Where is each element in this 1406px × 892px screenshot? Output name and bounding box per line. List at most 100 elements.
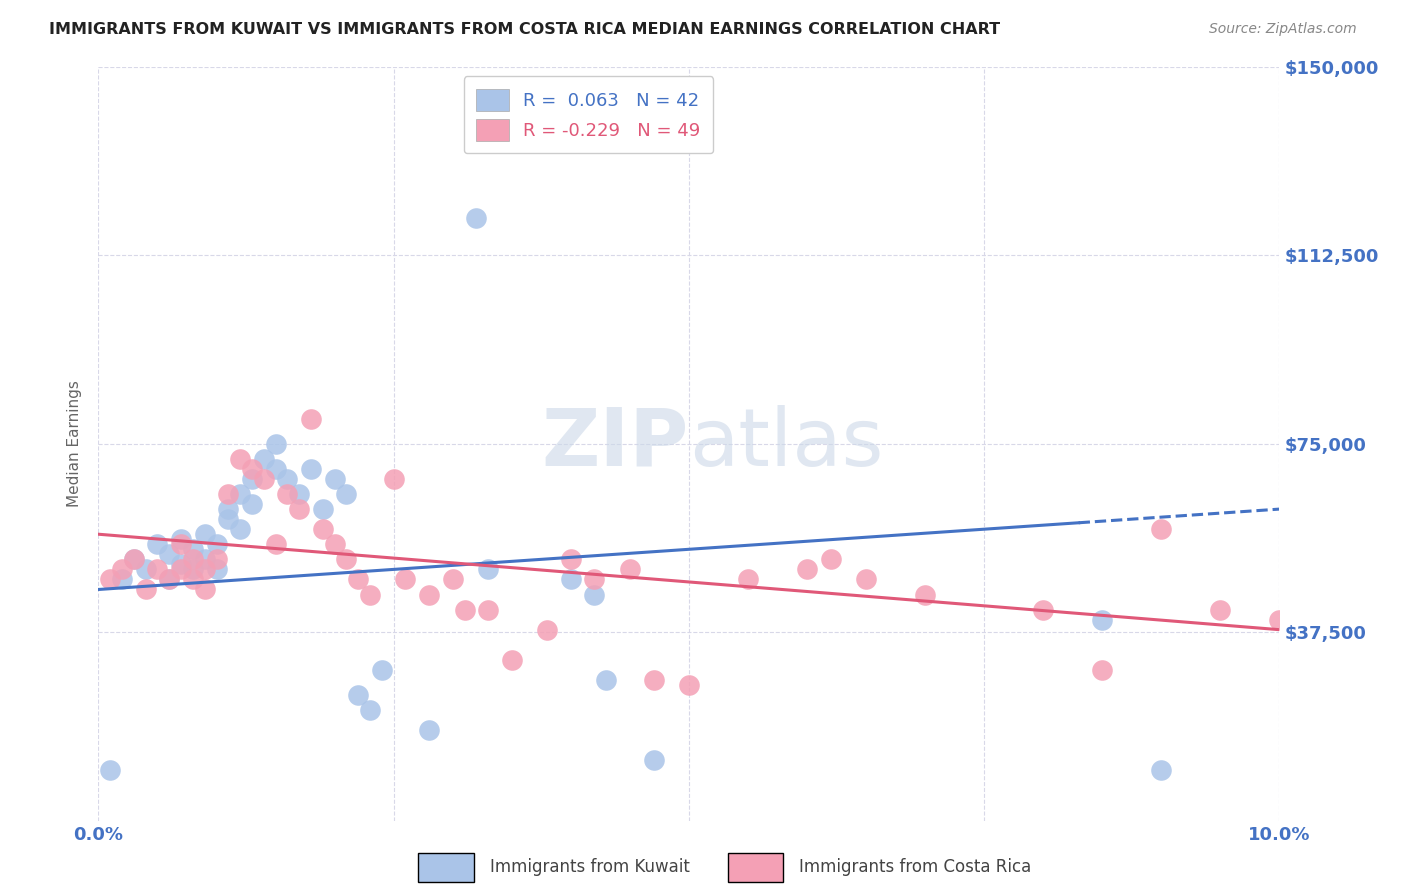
Point <box>477 602 499 616</box>
Point <box>229 487 252 501</box>
Point <box>465 211 488 225</box>
Text: ZIP: ZIP <box>541 405 689 483</box>
Text: IMMIGRANTS FROM KUWAIT VS IMMIGRANTS FROM COSTA RICA MEDIAN EARNINGS CORRELATION: IMMIGRANTS FROM KUWAIT VS IMMIGRANTS FRO… <box>49 22 1000 37</box>
Point <box>855 573 877 587</box>
Point <box>98 764 121 778</box>
Point <box>135 582 157 597</box>
FancyBboxPatch shape <box>419 854 474 881</box>
Point <box>914 588 936 602</box>
Point <box>347 573 370 587</box>
Point <box>323 472 346 486</box>
Point <box>276 472 298 486</box>
Text: atlas: atlas <box>689 405 883 483</box>
Point <box>418 588 440 602</box>
Point <box>678 678 700 692</box>
Point <box>181 542 204 557</box>
Point <box>122 552 145 566</box>
Point <box>643 673 665 687</box>
Point <box>217 512 239 526</box>
Point <box>264 537 287 551</box>
Point <box>264 437 287 451</box>
Point <box>170 558 193 572</box>
Point <box>240 462 263 476</box>
Point <box>312 502 335 516</box>
Point <box>194 527 217 541</box>
Point <box>536 623 558 637</box>
Point <box>1091 613 1114 627</box>
Point <box>1268 613 1291 627</box>
Point <box>205 537 228 551</box>
Text: Immigrants from Costa Rica: Immigrants from Costa Rica <box>799 858 1031 877</box>
Point <box>371 663 394 677</box>
Point <box>170 537 193 551</box>
Point <box>157 573 180 587</box>
Point <box>560 552 582 566</box>
Point <box>157 573 180 587</box>
Point <box>347 688 370 702</box>
Point <box>217 502 239 516</box>
Point <box>229 451 252 466</box>
Point <box>1209 602 1232 616</box>
Point <box>264 462 287 476</box>
Point <box>453 602 475 616</box>
Point <box>288 502 311 516</box>
Point <box>170 533 193 547</box>
Point <box>394 573 416 587</box>
Point <box>240 472 263 486</box>
Point <box>288 487 311 501</box>
Point <box>253 451 276 466</box>
Point <box>253 472 276 486</box>
Point <box>501 653 523 667</box>
Point <box>477 562 499 576</box>
Point <box>335 487 357 501</box>
Point <box>335 552 357 566</box>
Point <box>217 487 239 501</box>
Point <box>359 588 381 602</box>
FancyBboxPatch shape <box>728 854 783 881</box>
Point <box>146 537 169 551</box>
Point <box>276 487 298 501</box>
Point <box>135 562 157 576</box>
Point <box>157 547 180 561</box>
Point <box>299 411 322 425</box>
Point <box>170 562 193 576</box>
Point <box>111 573 134 587</box>
Point <box>323 537 346 551</box>
Point <box>359 703 381 717</box>
Point <box>1150 522 1173 536</box>
Point <box>146 562 169 576</box>
Point <box>1091 663 1114 677</box>
Legend: R =  0.063   N = 42, R = -0.229   N = 49: R = 0.063 N = 42, R = -0.229 N = 49 <box>464 76 713 153</box>
Y-axis label: Median Earnings: Median Earnings <box>67 380 83 508</box>
Point <box>560 573 582 587</box>
Point <box>441 573 464 587</box>
Point <box>98 573 121 587</box>
Point <box>299 462 322 476</box>
Point <box>418 723 440 738</box>
Point <box>737 573 759 587</box>
Point <box>111 562 134 576</box>
Point <box>181 562 204 576</box>
Point <box>1032 602 1054 616</box>
Text: Immigrants from Kuwait: Immigrants from Kuwait <box>489 858 689 877</box>
Point <box>194 552 217 566</box>
Point <box>181 573 204 587</box>
Point <box>595 673 617 687</box>
Point <box>240 497 263 511</box>
Point <box>796 562 818 576</box>
Point <box>194 582 217 597</box>
Point <box>583 573 606 587</box>
Point <box>181 552 204 566</box>
Point <box>194 562 217 576</box>
Text: Source: ZipAtlas.com: Source: ZipAtlas.com <box>1209 22 1357 37</box>
Point <box>643 753 665 767</box>
Point <box>312 522 335 536</box>
Point <box>382 472 405 486</box>
Point <box>205 552 228 566</box>
Point <box>583 588 606 602</box>
Point <box>229 522 252 536</box>
Point <box>1150 764 1173 778</box>
Point <box>820 552 842 566</box>
Point <box>619 562 641 576</box>
Point <box>122 552 145 566</box>
